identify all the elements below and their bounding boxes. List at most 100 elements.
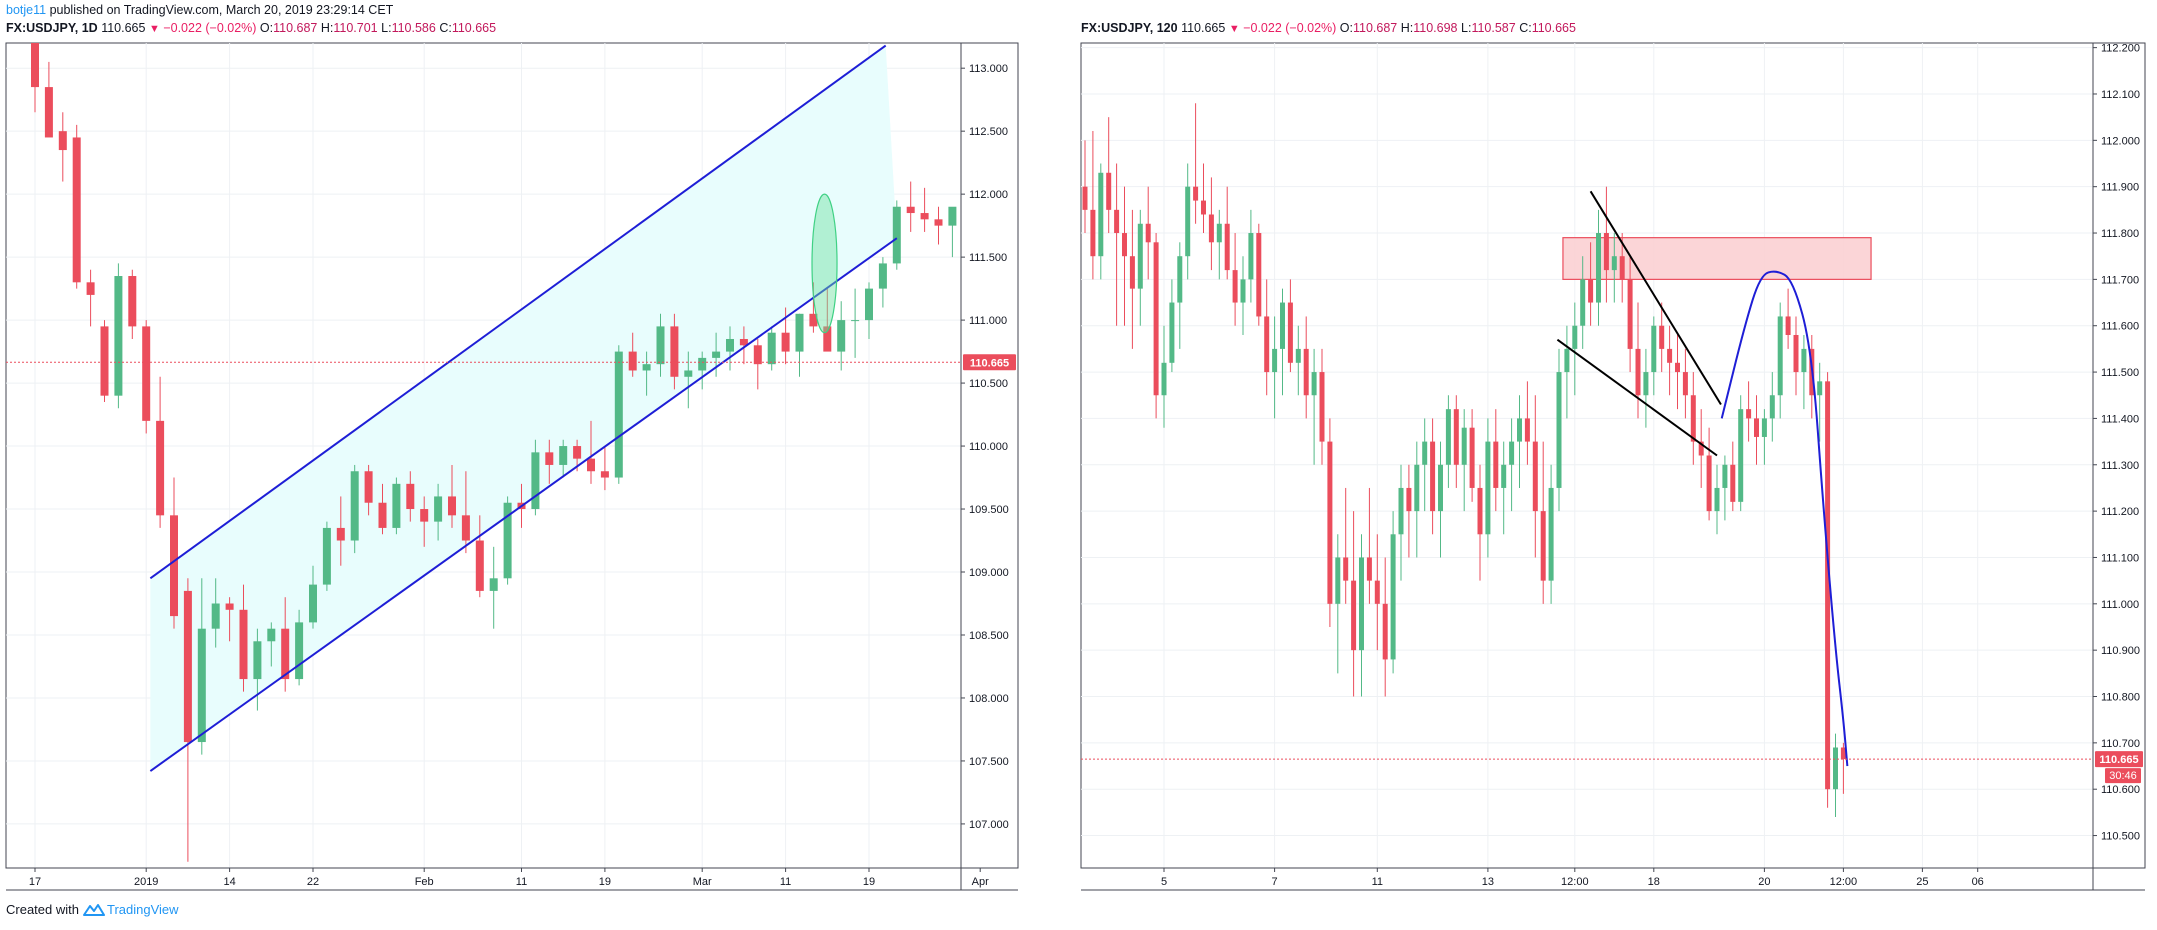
left-price-badge-label: 110.665 [970,357,1009,369]
candle-body [253,641,262,680]
price-tick-label: 111.000 [969,315,1007,327]
candle-body [698,357,707,371]
candle-body [1122,233,1127,257]
price-tick-label: 108.500 [969,630,1009,642]
candle-body [1145,223,1151,243]
candle-body [934,219,943,226]
candle-body [1643,372,1649,396]
candle-body [1793,334,1799,373]
candle-body [336,527,345,541]
right-price-badge-label: 110.665 [2099,754,2138,766]
candle-body [197,628,206,743]
candle-body [1311,372,1317,396]
time-tick-label: 06 [1972,876,1984,888]
candle-body [1327,441,1333,604]
candle-body [1430,441,1436,512]
candle-body [72,137,81,283]
candle-body [378,502,387,528]
candle-body [1390,534,1396,660]
countdown-badge [2105,768,2141,784]
candle-body [878,263,887,289]
candle-body [1398,487,1404,535]
candle-body [1785,316,1791,335]
price-tick-label: 110.900 [2101,645,2140,657]
candle-body [239,609,248,680]
price-tick-label: 113.000 [969,63,1008,75]
candle-body [1185,186,1191,257]
price-tick-label: 110.500 [2101,831,2140,843]
candle-body [1651,325,1657,373]
candle-body [1524,418,1530,442]
price-tick-label: 112.000 [969,189,1008,201]
price-tick-label: 111.500 [969,252,1007,264]
candle-body [1477,487,1483,535]
candle-body [739,338,748,346]
candle-body [1840,747,1846,760]
candle-body [1746,409,1752,419]
candle-body [44,87,53,138]
candle-body [58,131,67,151]
left-price-badge [963,354,1016,371]
candle-body [600,471,609,478]
candle-body [1082,186,1088,210]
candle-body [1438,464,1443,512]
time-tick-label: 25 [1916,876,1928,888]
candle-body [1682,372,1688,396]
candle-body [1248,233,1254,280]
candle-body [545,452,554,465]
candle-body [225,603,234,610]
candle-body [142,326,151,421]
left-open: 110.687 [273,21,318,35]
candle-body [1319,372,1325,442]
candle-body [767,332,776,365]
candle-body [1738,409,1744,502]
candle-body [1406,487,1412,512]
candle-body [614,351,623,478]
time-tick-label: Apr [972,876,989,888]
author-link[interactable]: botje11 [6,3,47,17]
candle-body [1706,455,1712,512]
candle-body [559,446,568,465]
left-chart: 113.000 112.500 112.000 111.500 111.000 110.5… [5,42,1082,891]
trend-line-2 [1556,338,1718,457]
candle-body [1414,464,1420,512]
candle-body [1596,233,1601,303]
candle-body [1817,381,1823,396]
trend-line-1 [1589,190,1722,406]
candle-body [281,628,290,680]
candle-body [1603,233,1609,271]
footer-brand-link[interactable]: TradingView [106,902,179,917]
candle-body [1032,232,1040,301]
left-quote-header: FX:USDJPY, 1D 110.665 ▼ −0.022 (−0.02%) … [6,21,497,35]
candle-body [1572,325,1578,349]
left-last-price: 110.665 [101,21,146,35]
candle-body [1374,580,1380,604]
price-tick-label: 111.200 [2101,506,2139,518]
candle-body [1588,279,1594,303]
candle-body [1382,603,1388,660]
candle-body [1295,348,1301,363]
candle-body [1453,409,1459,465]
time-tick-label: 22 [307,876,319,888]
candle-body [656,326,665,365]
candle-body [1114,209,1120,234]
candle-body [170,515,178,617]
candle-body [1074,263,1082,269]
candle-body [573,446,582,459]
candle-body [1445,409,1451,465]
channel-fill [150,45,897,772]
candle-body [1619,256,1625,280]
candle-body [1722,464,1728,488]
candle-body [211,603,220,629]
candle-body [392,483,401,528]
candle-body [1153,242,1159,396]
price-tick-label: 111.300 [2101,460,2139,472]
right-frame [1080,42,2146,869]
down-triangle-icon: ▼ [1228,23,1240,35]
candle-body [809,313,818,327]
candle-body [1422,441,1428,465]
candle-body [1777,316,1783,396]
time-tick-label: 2019 [134,876,158,888]
price-tick-label: 109.000 [969,567,1009,579]
